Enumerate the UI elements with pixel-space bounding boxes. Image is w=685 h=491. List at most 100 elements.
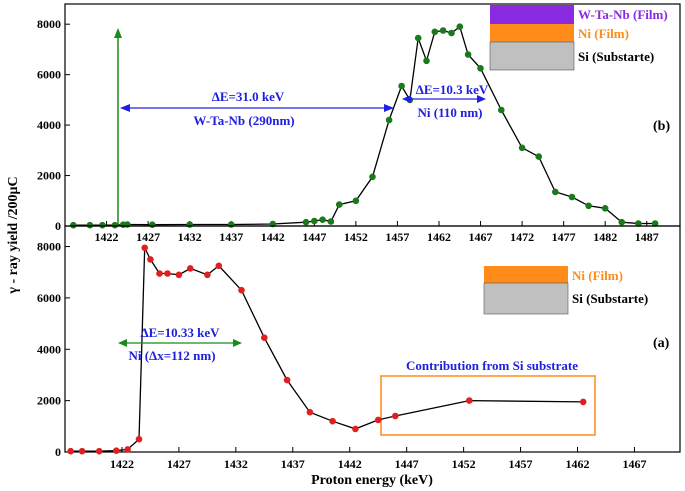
data-point-a — [147, 256, 154, 263]
x-tick-label-b: 1432 — [178, 230, 202, 244]
si-contribution-box — [380, 375, 596, 436]
delta-e-10-3-label: ΔE=10.3 keV — [416, 82, 489, 97]
legend-label-w-ta-nb: W-Ta-Nb (Film) — [578, 7, 668, 22]
data-point-a — [124, 446, 131, 453]
x-tick-label-b: 1472 — [510, 230, 534, 244]
x-tick-label-b: 1427 — [136, 230, 160, 244]
legend-label-ni-a: Ni (Film) — [572, 268, 623, 283]
data-point-a — [306, 408, 314, 416]
delta-e-10-3-arrowhead-left — [402, 95, 411, 103]
x-tick-label-b: 1457 — [385, 230, 409, 244]
delta-e-10-33-arrowhead-left — [118, 339, 127, 347]
x-tick-label-b: 1422 — [95, 230, 119, 244]
delta-e-31-arrowhead-left — [120, 104, 130, 112]
delta-e-31-arrowhead-right — [384, 104, 394, 112]
data-point-b — [227, 221, 235, 228]
data-point-a — [579, 398, 587, 406]
legend-swatch-w-ta-nb — [490, 5, 574, 24]
panel-a-ticks: 1422 1427 1432 1437 1442 1447 1452 1457 1462 1467… — [37, 240, 646, 471]
data-point-b — [398, 82, 405, 90]
data-point-b — [464, 51, 472, 58]
data-point-a — [113, 447, 120, 455]
data-point-b — [601, 205, 609, 212]
data-point-a — [67, 447, 74, 455]
panel-a-frame — [64, 225, 681, 453]
panel-a-letter: (a) — [653, 336, 670, 351]
data-point-b — [414, 34, 422, 42]
panel-b-letter: (b) — [653, 119, 670, 134]
x-tick-label-b: 1437 — [219, 230, 243, 244]
data-point-a — [329, 417, 336, 425]
data-point-b — [369, 173, 376, 181]
data-point-a — [78, 447, 86, 455]
legend-label-ni-b: Ni (Film) — [578, 26, 629, 41]
data-point-b — [618, 218, 626, 226]
data-point-a — [261, 334, 268, 342]
si-contribution-label: Contribution from Si substrate — [406, 358, 578, 373]
panel-a: 1422 1427 1432 1437 1442 1447 1452 1457 1462 1467… — [37, 225, 681, 471]
data-point-b — [311, 217, 318, 225]
legend-swatch-si-a — [483, 282, 569, 315]
data-point-a — [187, 265, 194, 272]
y-axis-label: γ - ray yield /200μC — [6, 176, 21, 294]
x-tick-label-b: 1477 — [552, 230, 576, 244]
y-tick-label-a: 6000 — [37, 291, 61, 305]
data-point-a — [215, 262, 223, 270]
data-point-b — [70, 221, 77, 229]
y-tick-label-b: 2000 — [37, 169, 61, 183]
data-point-b — [518, 144, 526, 152]
data-point-b — [585, 202, 592, 210]
legend-swatch-ni-a — [484, 266, 568, 283]
data-point-a — [175, 271, 183, 279]
data-point-b — [149, 221, 156, 228]
data-point-b — [651, 220, 659, 227]
data-point-b — [124, 221, 131, 228]
data-point-a — [141, 244, 148, 252]
data-point-b — [552, 188, 559, 196]
y-tick-label-a: 2000 — [37, 394, 61, 408]
data-point-a — [238, 286, 245, 294]
legend-label-si-a: Si (Substarte) — [572, 291, 648, 306]
data-point-b — [385, 116, 393, 124]
data-point-a — [374, 416, 382, 424]
x-tick-label-b: 1467 — [469, 230, 493, 244]
data-point-b — [86, 221, 94, 229]
data-point-b — [99, 221, 106, 229]
x-tick-label-b: 1482 — [593, 230, 617, 244]
x-tick-label-a: 1462 — [566, 457, 590, 471]
x-tick-label-a: 1457 — [509, 457, 533, 471]
x-tick-label-a: 1452 — [452, 457, 476, 471]
x-tick-label-b: 1452 — [344, 230, 368, 244]
data-point-a — [283, 376, 291, 384]
data-point-a — [164, 270, 171, 277]
x-tick-label-a: 1422 — [110, 457, 134, 471]
x-axis-label: Proton energy (keV) — [311, 473, 433, 488]
x-tick-label-a: 1442 — [338, 457, 362, 471]
data-point-a — [466, 397, 473, 404]
data-point-a — [352, 425, 359, 433]
y-tick-label-b: 4000 — [37, 118, 61, 132]
film-ni-label-a: Ni (Δx=112 nm) — [128, 348, 215, 363]
series-line-b — [73, 25, 656, 226]
data-point-b — [302, 218, 310, 226]
delta-e-10-3-arrowhead-right — [477, 95, 486, 103]
panel-b-ticks: 1422 1427 1432 1437 1442 1447 1452 1457 1462 1467… — [37, 17, 659, 244]
y-tick-label-b: 8000 — [37, 17, 61, 31]
data-point-a — [156, 270, 163, 277]
data-point-b — [456, 23, 464, 31]
y-tick-label-a: 8000 — [37, 240, 61, 254]
y-tick-label-a: 0 — [55, 445, 61, 459]
delta-e-10-33-arrowhead-right — [233, 339, 242, 347]
data-point-b — [568, 193, 576, 201]
data-point-b — [635, 220, 642, 227]
data-point-b — [448, 29, 455, 37]
data-point-b — [498, 106, 505, 114]
y-tick-label-b: 6000 — [37, 68, 61, 82]
data-point-b — [535, 153, 542, 160]
data-point-b — [439, 27, 447, 34]
legend-label-si-b: Si (Substarte) — [578, 49, 654, 64]
data-point-b — [186, 221, 193, 228]
x-tick-label-b: 1447 — [302, 230, 326, 244]
panel-b: 1422 1427 1432 1437 1442 1447 1452 1457 1462 1467… — [37, 3, 681, 244]
